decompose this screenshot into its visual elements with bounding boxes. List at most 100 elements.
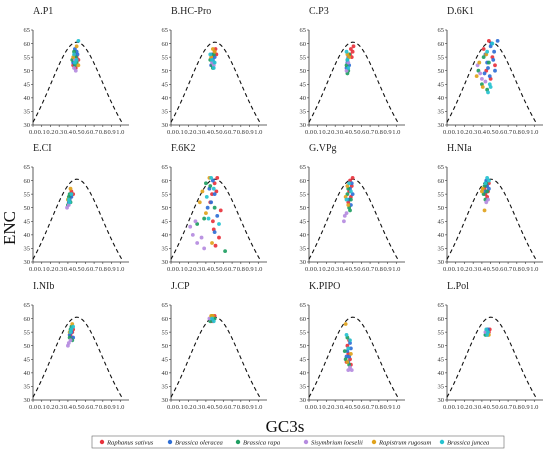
panel-h-nia: H.NIa 0.0 0.1 0.2 0.3 0.4 0.5 0.6 0.7 0.8 0.9 1.0 30… xyxy=(438,143,543,273)
data-point xyxy=(351,44,356,49)
data-point xyxy=(480,76,484,81)
y-tick-label: 50 xyxy=(438,68,445,75)
legend-entry: Brassica rapa xyxy=(243,439,281,446)
panel-title: L.Pol xyxy=(447,281,469,292)
y-tick-label: 30 xyxy=(300,259,307,266)
x-tick-label: 0.6 xyxy=(357,266,366,273)
panel-f-6k2: F.6K2 0.0 0.1 0.2 0.3 0.4 0.5 0.6 0.7 0.8 0.9 1.0 30… xyxy=(162,143,267,273)
data-point xyxy=(493,68,497,73)
data-point xyxy=(347,55,352,60)
x-tick-label: 1.0 xyxy=(530,266,538,273)
x-tick-label: 0.9 xyxy=(383,404,391,411)
y-tick-label: 30 xyxy=(162,397,169,404)
y-tick-label: 35 xyxy=(300,109,307,116)
legend-marker xyxy=(303,439,309,445)
x-tick-label: 1.0 xyxy=(530,404,538,411)
panel-grid: A.P10.0 0.1 0.2 0.3 0.4 0.5 0.6 0.7 0.8 0.9 1.0303… xyxy=(24,6,543,411)
x-tick-label: 0.4 xyxy=(340,404,349,411)
data-point xyxy=(188,224,193,229)
x-tick-label: 0.9 xyxy=(383,266,391,273)
y-tick-label: 55 xyxy=(162,54,169,61)
panel-title: K.PIPO xyxy=(309,281,340,292)
y-tick-label: 40 xyxy=(162,370,169,377)
y-tick-label: 65 xyxy=(300,27,307,34)
x-tick-label: 0.2 xyxy=(322,129,330,136)
x-tick-label: 0.3 xyxy=(331,404,339,411)
expected-enc-curve xyxy=(446,178,538,262)
expected-enc-curve xyxy=(308,41,400,125)
data-point xyxy=(204,181,208,186)
y-tick-label: 55 xyxy=(300,191,307,198)
y-tick-label: 65 xyxy=(438,27,445,34)
data-point xyxy=(487,74,492,79)
y-tick-label: 60 xyxy=(24,178,31,185)
y-tick-label: 45 xyxy=(162,218,169,225)
data-point xyxy=(476,68,481,73)
data-point xyxy=(485,49,490,54)
x-tick-label: 0.6 xyxy=(357,129,366,136)
x-tick-label: 0.4 xyxy=(340,266,349,273)
data-point xyxy=(486,330,490,335)
x-tick-label: 0.8 xyxy=(513,129,521,136)
expected-enc-curve xyxy=(308,316,400,400)
data-point xyxy=(74,44,79,49)
x-tick-label: 0.2 xyxy=(322,266,330,273)
data-point xyxy=(485,175,490,180)
x-tick-label: 0.3 xyxy=(193,404,201,411)
x-tick-label: 0.1 xyxy=(452,266,460,273)
x-tick-label: 0.6 xyxy=(495,404,504,411)
data-point xyxy=(495,38,500,43)
y-tick-label: 65 xyxy=(162,302,169,309)
x-tick-label: 0.1 xyxy=(314,404,322,411)
x-tick-label: 0.0 xyxy=(167,404,175,411)
legend-entry: Brassica oleracea xyxy=(175,439,223,446)
y-tick-label: 45 xyxy=(438,356,445,363)
data-point xyxy=(72,60,77,65)
data-point xyxy=(202,246,207,251)
data-point xyxy=(72,52,76,57)
x-tick-label: 1.0 xyxy=(530,129,538,136)
data-point xyxy=(486,197,490,202)
data-point xyxy=(343,357,348,362)
y-tick-label: 55 xyxy=(438,54,445,61)
x-tick-label: 0.6 xyxy=(219,266,228,273)
x-tick-label: 0.5 xyxy=(73,129,81,136)
data-point xyxy=(344,49,349,54)
data-point xyxy=(345,360,350,364)
data-point xyxy=(212,230,217,235)
y-tick-label: 30 xyxy=(24,397,31,404)
expected-enc-curve xyxy=(32,178,124,262)
expected-enc-curve xyxy=(32,316,124,400)
y-tick-label: 35 xyxy=(24,246,31,253)
data-point xyxy=(485,189,490,194)
y-tick-label: 45 xyxy=(162,356,169,363)
data-point xyxy=(208,184,213,188)
data-point xyxy=(214,189,219,194)
panel-d-6k1: D.6K1 0.0 0.1 0.2 0.3 0.4 0.5 0.6 0.7 0.8 0.9 1.0 30… xyxy=(438,6,543,136)
data-point xyxy=(492,49,497,54)
panel-title: C.P3 xyxy=(309,6,329,17)
data-point xyxy=(68,186,73,191)
x-tick-label: 0.5 xyxy=(73,404,81,411)
data-point xyxy=(344,197,349,202)
x-tick-label: 0.2 xyxy=(184,266,192,273)
y-tick-label: 40 xyxy=(300,232,307,239)
data-point xyxy=(204,211,208,216)
x-tick-label: 0.1 xyxy=(38,266,46,273)
x-tick-label: 0.2 xyxy=(184,129,192,136)
y-tick-label: 30 xyxy=(162,259,169,266)
x-tick-label: 0.5 xyxy=(73,266,81,273)
data-point xyxy=(486,60,491,65)
x-tick-label: 0.0 xyxy=(443,404,451,411)
y-tick-label: 65 xyxy=(438,302,445,309)
x-tick-label: 0.7 xyxy=(366,266,375,273)
x-tick-label: 1.0 xyxy=(392,266,400,273)
y-tick-label: 65 xyxy=(438,164,445,171)
x-tick-label: 0.8 xyxy=(513,266,521,273)
data-point xyxy=(210,219,215,224)
x-tick-label: 0.3 xyxy=(331,266,339,273)
legend-entry: Raphanus sativus xyxy=(106,439,154,446)
data-point xyxy=(211,66,216,70)
y-tick-label: 55 xyxy=(300,54,307,61)
data-point xyxy=(213,243,218,248)
